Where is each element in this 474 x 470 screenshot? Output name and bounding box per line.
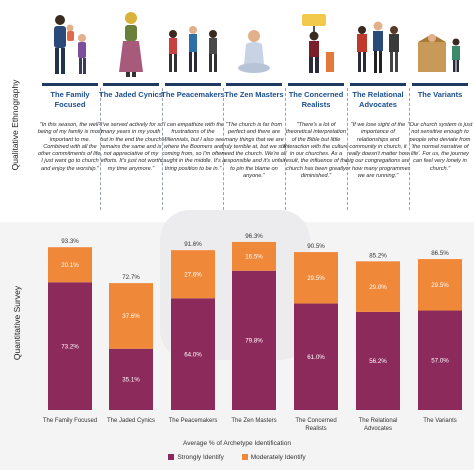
archetype-rule	[412, 83, 468, 86]
total-label: 90.5%	[307, 243, 325, 250]
column-divider	[162, 88, 163, 210]
archetype-name: The Family Focused	[50, 90, 90, 109]
bar-moderately-identify	[232, 241, 276, 271]
x-tick-label: Advocates	[364, 426, 392, 432]
archetype-column: The Concerned Realists "There's a lot of …	[283, 0, 349, 222]
bar-strongly-identify	[232, 270, 276, 410]
archetype-column: The Peacemakers "I can empathize with the…	[160, 0, 226, 222]
value-label-moderately: 20.1%	[61, 262, 79, 269]
value-label-moderately: 29.0%	[369, 284, 387, 291]
x-tick-label: The Family Focused	[43, 418, 97, 424]
advocates-illustration	[348, 8, 408, 80]
archetype-rule	[42, 83, 98, 86]
legend-label-moderately: Moderately Identify	[250, 454, 306, 461]
x-tick-label: The Zen Masters	[231, 418, 276, 424]
archetype-quote: "There's a lot of theoretical interpreta…	[283, 122, 349, 180]
total-label: 72.7%	[122, 274, 140, 281]
column-divider	[100, 88, 101, 210]
legend-label-strongly: Strongly Identify	[177, 454, 224, 461]
total-label: 91.6%	[184, 241, 202, 248]
chart-legend: Strongly Identify Moderately Identify	[0, 454, 474, 461]
family-illustration	[40, 8, 100, 80]
total-label: 93.3%	[61, 238, 79, 245]
archetype-column: The Jaded Cynics "I've served actively fo…	[98, 0, 164, 222]
archetype-name: The Variants	[417, 90, 463, 99]
archetype-rule	[350, 83, 406, 86]
archetype-quote: "I've served actively for so many years …	[98, 122, 164, 172]
x-tick-label: The Relational	[359, 418, 398, 424]
archetype-column: The Family Focused "In this season, the w…	[37, 0, 103, 222]
x-axis-title: Average % of Archetype Identification	[183, 440, 291, 447]
legend-swatch-strongly	[168, 454, 175, 461]
x-tick-label: The Jaded Cynics	[107, 418, 155, 424]
archetype-quote: "Our church system is just not sensitive…	[407, 122, 473, 172]
x-tick-label: The Concerned	[295, 418, 336, 424]
cynic-illustration	[101, 8, 161, 80]
bar-moderately-identify	[109, 283, 153, 349]
bar-moderately-identify	[171, 250, 215, 299]
archetype-column: The Relational Advocates "If we lose sigh…	[345, 0, 411, 222]
x-tick-label: The Variants	[423, 418, 457, 424]
bar-strongly-identify	[356, 311, 400, 410]
value-label-moderately: 27.6%	[184, 271, 202, 278]
x-tick-label: Realists	[305, 426, 326, 432]
legend-swatch-moderately	[241, 454, 248, 461]
total-label: 86.5%	[431, 250, 449, 257]
peacemakers-illustration	[163, 8, 223, 80]
bar-strongly-identify	[171, 298, 215, 410]
archetype-rule	[103, 83, 159, 86]
column-divider	[409, 88, 410, 210]
archetype-name: The Jaded Cynics	[99, 90, 163, 99]
archetype-rule	[288, 83, 344, 86]
archetype-name: The Zen Masters	[224, 90, 284, 99]
legend-item-strongly: Strongly Identify	[168, 454, 224, 461]
value-label-strongly: 79.8%	[245, 338, 263, 345]
archetype-rule	[165, 83, 221, 86]
bar-strongly-identify	[418, 310, 462, 410]
value-label-strongly: 57.0%	[431, 357, 449, 364]
value-label-strongly: 56.2%	[369, 358, 387, 365]
bar-moderately-identify	[48, 247, 92, 283]
value-label-moderately: 16.5%	[245, 254, 263, 261]
archetype-name: The Concerned Realists	[288, 90, 344, 109]
bar-strongly-identify	[109, 348, 153, 410]
value-label-strongly: 35.1%	[122, 377, 140, 384]
column-divider	[347, 88, 348, 210]
variants-illustration	[410, 8, 470, 80]
value-label-moderately: 37.6%	[122, 313, 140, 320]
archetype-rule	[226, 83, 282, 86]
value-label-strongly: 64.0%	[184, 351, 202, 358]
value-label-strongly: 73.2%	[61, 343, 79, 350]
zen-illustration	[224, 8, 284, 80]
bar-moderately-identify	[356, 261, 400, 312]
archetype-quote: "I can empathize with the frustrations o…	[160, 122, 226, 172]
archetype-quote: "If we lose sight of the importance of r…	[345, 122, 411, 180]
total-label: 96.3%	[245, 233, 263, 240]
qualitative-ethnography-label: Qualitative Ethnography	[10, 79, 20, 171]
bar-strongly-identify	[48, 282, 92, 410]
legend-item-moderately: Moderately Identify	[241, 454, 306, 461]
value-label-moderately: 29.5%	[307, 275, 325, 282]
value-label-strongly: 61.0%	[307, 354, 325, 361]
archetype-name: The Relational Advocates	[352, 90, 404, 109]
archetype-column: The Variants "Our church system is just n…	[407, 0, 473, 222]
total-label: 85.2%	[369, 252, 387, 259]
bar-strongly-identify	[294, 303, 338, 410]
bar-moderately-identify	[418, 259, 462, 311]
bar-moderately-identify	[294, 252, 338, 304]
archetype-quote: "In this season, the well-being of my fa…	[37, 122, 103, 172]
column-divider	[285, 88, 286, 210]
x-tick-label: The Peacemakers	[169, 418, 218, 424]
archetype-quote: "The church is far from perfect and ther…	[221, 122, 287, 180]
archetype-column: The Zen Masters "The church is far from p…	[221, 0, 287, 222]
stacked-bar-chart: 73.2% 20.1% 93.3% The Family Focused 35.1% 37…	[43, 233, 462, 432]
archetype-name: The Peacemakers	[161, 90, 225, 99]
column-divider	[223, 88, 224, 210]
value-label-moderately: 29.5%	[431, 282, 449, 289]
realist-illustration	[286, 8, 346, 80]
